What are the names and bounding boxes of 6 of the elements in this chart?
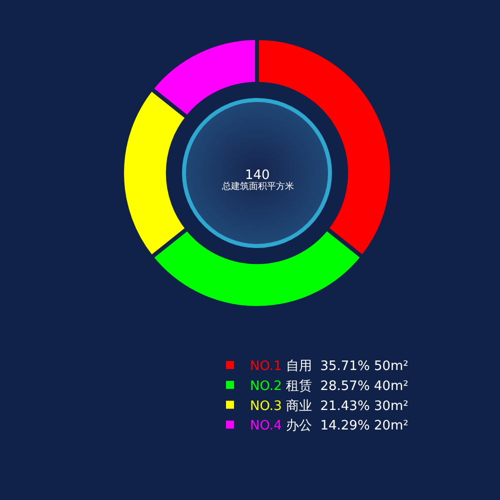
legend-label: NO.2 租赁 28.57% 40m² [250, 378, 408, 394]
text: 总建筑面积平方米 [221, 181, 294, 192]
legend-label: NO.3 商业 21.43% 30m² [250, 398, 408, 414]
legend-label: NO.4 办公 14.29% 20m² [250, 418, 408, 434]
text: 140 [245, 168, 270, 183]
legend-label: NO.1 自用 35.71% 50m² [250, 359, 408, 374]
